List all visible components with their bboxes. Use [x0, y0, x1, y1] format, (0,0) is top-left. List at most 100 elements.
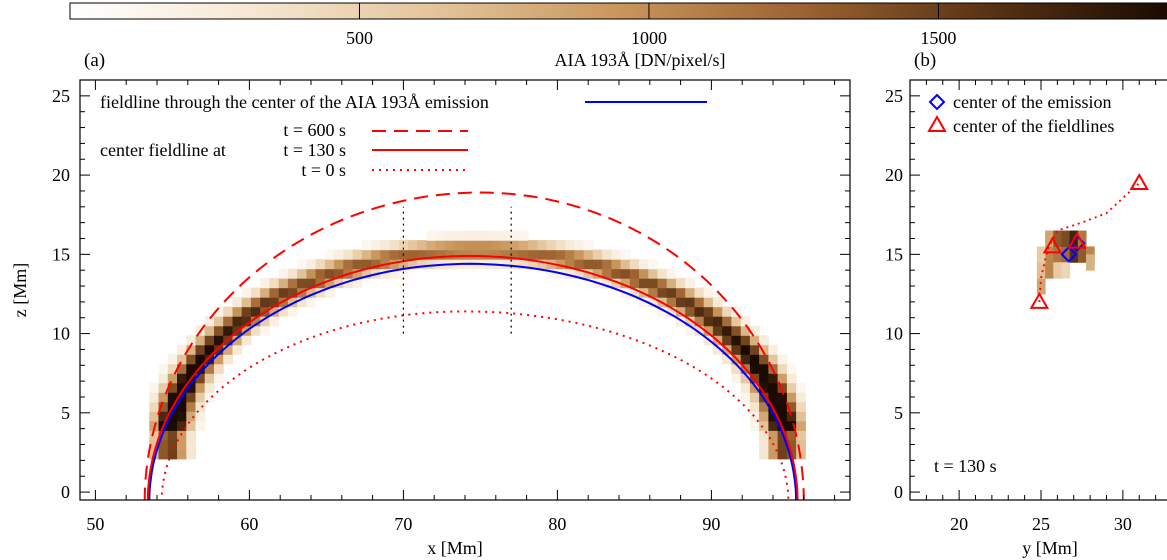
panel-a-ylabel: z [Mm] — [10, 263, 30, 317]
emission-pixel — [149, 439, 160, 450]
emission-pixel — [731, 316, 742, 327]
emission-pixel — [583, 249, 594, 260]
emission-pixel — [759, 449, 769, 460]
y-tick-label: 5 — [61, 403, 70, 423]
emission-pixel — [232, 344, 243, 355]
emission-pixel — [389, 259, 400, 270]
emission-pixel — [297, 268, 307, 279]
emission-pixel — [491, 249, 501, 260]
colorbar-bar — [69, 2, 1167, 20]
emission-pixel — [620, 268, 631, 279]
x-tick-label: 60 — [240, 514, 258, 534]
emission-pixel — [796, 420, 806, 431]
emission-pixel — [796, 401, 806, 412]
emission-pixel — [759, 354, 769, 365]
emission-pixel — [759, 363, 769, 374]
emission-pixel — [361, 268, 372, 279]
emission-pixel — [1045, 246, 1054, 263]
emission-pixel — [574, 259, 585, 270]
emission-pixel — [177, 373, 187, 384]
emission-pixel — [1045, 262, 1054, 279]
fieldline-center-marker — [1042, 236, 1063, 254]
emission-pixel — [408, 249, 418, 260]
emission-pixel — [611, 259, 622, 270]
emission-pixel — [287, 268, 298, 279]
emission-pixel — [777, 392, 788, 403]
panel-b-series — [1029, 173, 1149, 309]
emission-pixel — [241, 335, 252, 346]
emission-pixel — [666, 297, 677, 308]
emission-pixel — [361, 259, 372, 270]
emission-pixel — [759, 373, 769, 384]
emission-pixel — [186, 430, 197, 441]
emission-pixel — [759, 411, 769, 422]
emission-pixel — [796, 382, 806, 393]
emission-pixel — [657, 278, 668, 289]
emission-pixel — [177, 430, 187, 441]
emission-pixel — [491, 230, 501, 241]
y-tick-label: 10 — [52, 324, 70, 344]
emission-pixel — [574, 249, 585, 260]
emission-pixel — [685, 325, 695, 336]
x-tick-label: 90 — [702, 514, 720, 534]
emission-pixel — [676, 278, 686, 289]
emission-pixel — [214, 363, 224, 374]
emission-pixel — [214, 306, 224, 317]
legend-blue-label: fieldline through the center of the AIA … — [100, 92, 489, 112]
emission-pixel — [297, 278, 307, 289]
legend-emission-label: center of the emission — [953, 92, 1111, 112]
emission-pixel — [186, 363, 197, 374]
emission-pixel — [546, 268, 557, 279]
emission-pixel — [694, 325, 705, 336]
emission-pixel — [712, 316, 723, 327]
emission-pixel — [759, 335, 769, 346]
emission-pixel — [768, 392, 779, 403]
fieldline-center-marker — [1067, 231, 1087, 249]
emission-pixel — [602, 268, 612, 279]
emission-pixel — [186, 344, 197, 355]
emission-pixel — [158, 411, 169, 422]
emission-pixel — [796, 430, 806, 441]
emission-pixel — [777, 382, 788, 393]
emission-pixel — [546, 249, 557, 260]
emission-pixel — [749, 382, 760, 393]
emission-pixel — [657, 287, 668, 298]
emission-pixel — [1053, 262, 1062, 279]
panel-a-legend: fieldline through the center of the AIA … — [100, 92, 707, 180]
emission-pixel — [408, 259, 418, 270]
emission-pixel — [324, 259, 335, 270]
emission-pixel — [324, 287, 335, 298]
emission-pixel — [694, 316, 705, 327]
emission-pixel — [740, 382, 751, 393]
emission-pixel — [223, 344, 233, 355]
emission-pixel — [167, 430, 178, 441]
emission-pixel — [768, 449, 779, 460]
emission-pixel — [287, 306, 298, 317]
emission-pixel — [177, 420, 187, 431]
emission-pixel — [371, 259, 381, 270]
emission-pixel — [500, 259, 511, 270]
legend-diamond-marker — [928, 93, 946, 111]
emission-pixel — [759, 420, 769, 431]
emission-pixel — [629, 259, 640, 270]
emission-pixel — [167, 354, 178, 365]
emission-pixel — [666, 287, 677, 298]
emission-pixel — [269, 287, 280, 298]
emission-pixel — [204, 392, 215, 403]
emission-pixel — [565, 268, 575, 279]
emission-center-marker — [1060, 245, 1078, 263]
emission-pixel — [574, 268, 585, 279]
panel-a-markers — [402, 206, 512, 334]
emission-pixel — [223, 316, 233, 327]
emission-pixel — [786, 363, 797, 374]
emission-pixel — [177, 411, 187, 422]
emission-pixel — [158, 373, 169, 384]
emission-pixel — [759, 430, 769, 441]
emission-pixel — [204, 373, 215, 384]
emission-pixel — [186, 420, 197, 431]
emission-pixel — [786, 401, 797, 412]
emission-pixel — [1077, 230, 1087, 247]
emission-pixel — [324, 278, 335, 289]
emission-pixel — [195, 344, 206, 355]
emission-pixel — [167, 373, 178, 384]
